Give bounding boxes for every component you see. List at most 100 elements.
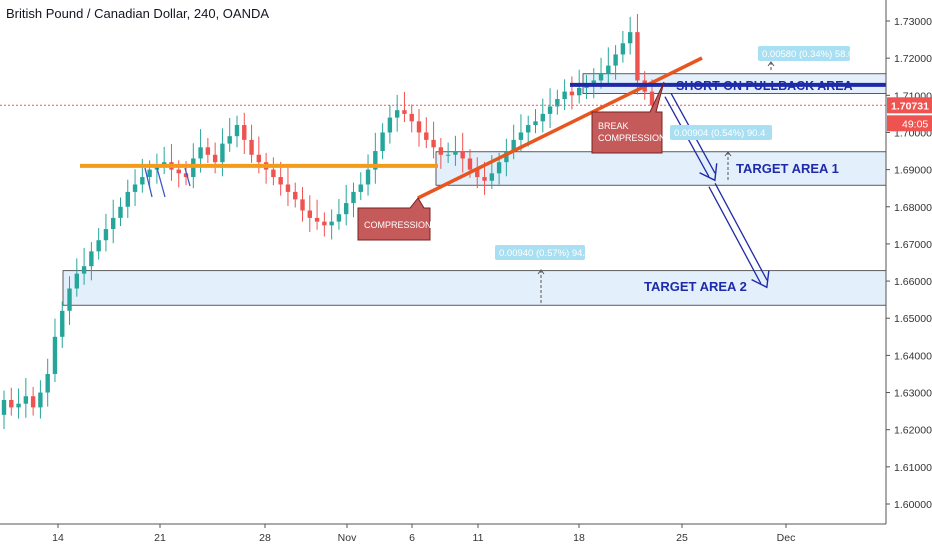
candle-body xyxy=(220,143,225,163)
candle-body xyxy=(387,117,393,133)
candle-body xyxy=(511,139,516,152)
measure-low-badge xyxy=(495,245,585,260)
candle-body xyxy=(482,177,487,181)
candle-body xyxy=(271,169,276,178)
candle-body xyxy=(620,43,626,55)
measure-mid-badge xyxy=(670,125,772,140)
measure-top-label: 0.00580 (0.34%) 58.0 xyxy=(762,49,853,60)
target-area-1-label: TARGET AREA 1 xyxy=(736,161,839,176)
candle-body xyxy=(606,65,611,74)
candle-body xyxy=(329,221,334,226)
countdown-label: 49:05 xyxy=(902,118,928,130)
candle-body xyxy=(489,173,495,181)
short-area-label: SHORT ON PULLBACK AREA xyxy=(676,79,853,93)
candle-body xyxy=(526,125,531,133)
candle-body xyxy=(504,151,509,163)
candle-body xyxy=(373,151,378,170)
time-tick-label: Nov xyxy=(338,532,357,544)
candle-body xyxy=(81,266,87,274)
time-tick-label: 21 xyxy=(154,532,166,544)
candle-body xyxy=(475,169,480,178)
candle-body xyxy=(242,125,247,140)
price-tick-label: 1.68000 xyxy=(894,202,932,214)
candle-body xyxy=(147,169,152,178)
break-label-line2: COMPRESSION xyxy=(598,133,666,143)
candle-body xyxy=(562,91,567,100)
candle-body xyxy=(52,336,58,374)
measure-mid-head xyxy=(724,151,732,157)
candle-body xyxy=(227,136,232,144)
candle-body xyxy=(555,99,560,107)
break-label-line1: BREAK xyxy=(598,121,629,131)
target-area-2-zone xyxy=(62,270,887,306)
candle-body xyxy=(409,113,414,122)
candle-body xyxy=(533,121,538,126)
candle-body xyxy=(438,147,444,155)
candle-body xyxy=(453,151,458,155)
candle-body xyxy=(627,32,633,44)
candle-body xyxy=(460,151,465,159)
candle-body xyxy=(9,399,14,408)
candle-body xyxy=(344,203,349,215)
current-price-badge xyxy=(887,97,932,114)
candle-body xyxy=(256,154,262,163)
candle-body xyxy=(307,210,312,218)
candle-body xyxy=(424,132,429,140)
price-tick-label: 1.62000 xyxy=(894,425,932,437)
candle-body xyxy=(402,110,407,114)
measure-mid-label: 0.00904 (0.54%) 90.4 xyxy=(674,128,765,139)
candle-body xyxy=(351,191,356,204)
candle-body xyxy=(38,392,43,408)
small-arrow xyxy=(144,167,153,198)
candle-body xyxy=(183,173,189,178)
small-arrow xyxy=(184,167,191,187)
candle-body xyxy=(125,191,130,207)
price-tick-label: 1.69000 xyxy=(894,165,932,177)
candle-body xyxy=(336,214,342,222)
candle-body xyxy=(140,177,145,185)
candle-body xyxy=(60,310,65,337)
price-tick-label: 1.63000 xyxy=(894,388,932,400)
target-area-2-label: TARGET AREA 2 xyxy=(644,279,747,294)
candle-body xyxy=(198,147,203,159)
candle-body xyxy=(111,217,116,230)
arrow-to-target-2-shaft-a xyxy=(708,186,762,284)
candle-body xyxy=(569,91,575,96)
candle-body xyxy=(416,121,422,133)
candle-body xyxy=(45,373,50,393)
candle-body xyxy=(300,199,305,211)
candle-body xyxy=(591,80,596,85)
price-tick-label: 1.61000 xyxy=(894,462,932,474)
candle-body xyxy=(358,184,363,192)
candle-body xyxy=(293,191,298,200)
candle-body xyxy=(103,229,109,241)
measure-low-label: 0.00940 (0.57%) 94.0 xyxy=(499,248,590,259)
break-compression-callout xyxy=(591,81,665,154)
candle-body xyxy=(1,399,7,415)
candle-body xyxy=(394,110,400,118)
candle-body xyxy=(96,240,101,252)
candle-body xyxy=(547,106,553,114)
candle-body xyxy=(176,169,181,174)
candle-body xyxy=(598,73,604,81)
price-tick-label: 1.60000 xyxy=(894,499,932,511)
small-arrow xyxy=(156,167,166,198)
price-tick-label: 1.67000 xyxy=(894,239,932,251)
candle-body xyxy=(314,217,320,222)
zones-layer xyxy=(62,73,887,306)
current-price-label: 1.70731 xyxy=(891,100,929,112)
compression-callout xyxy=(357,197,431,241)
time-tick-label: 6 xyxy=(409,532,415,544)
measure-low-head xyxy=(537,269,545,275)
time-tick-label: Dec xyxy=(777,532,796,544)
candle-body xyxy=(445,154,451,156)
lines-layer xyxy=(0,56,886,289)
candle-body xyxy=(74,273,80,289)
price-tick-label: 1.64000 xyxy=(894,350,932,362)
countdown-badge xyxy=(887,115,932,132)
compression-label: COMPRESSION xyxy=(364,220,432,230)
candle-body xyxy=(30,396,36,408)
chart-title: British Pound / Canadian Dollar, 240, OA… xyxy=(6,6,270,21)
